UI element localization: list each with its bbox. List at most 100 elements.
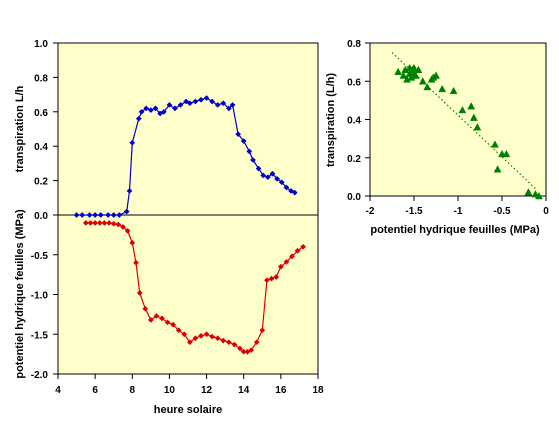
x-axis-label-right: potentiel hydrique feuilles (MPa) <box>370 224 540 236</box>
potentiel-point <box>283 258 290 265</box>
left-bottom-plot-area <box>58 215 318 374</box>
transpiration-point <box>291 189 298 196</box>
potentiel-point <box>124 227 131 234</box>
potentiel-point <box>220 337 227 344</box>
potentiel-point <box>106 219 113 226</box>
x-tick-label: 14 <box>238 385 250 396</box>
scatter-point <box>410 63 418 72</box>
potentiel-point <box>136 289 143 296</box>
x-tick-label: 16 <box>275 385 287 396</box>
transpiration-point <box>214 101 221 108</box>
transpiration-point <box>160 108 167 115</box>
transpiration-point <box>129 139 136 146</box>
potentiel-point <box>181 331 188 338</box>
y-tick-label-bottom: -0.5 <box>31 251 49 262</box>
scatter-point <box>493 165 502 173</box>
x-tick-label: 6 <box>92 385 98 396</box>
right-x-tick-label: -1.5 <box>405 206 423 217</box>
transpiration-point <box>143 105 150 112</box>
scatter-point <box>469 113 478 121</box>
series-scatter <box>391 52 543 200</box>
right-x-tick-label: 0 <box>543 206 549 217</box>
y-tick-label-top: 0.2 <box>34 177 48 188</box>
transpiration-point <box>177 101 184 108</box>
transpiration-point <box>240 138 247 144</box>
potentiel-point <box>263 277 270 284</box>
potentiel-point <box>115 221 122 228</box>
potentiel-point <box>203 331 210 338</box>
y-axis-label-top: transpiration L/h <box>14 85 26 172</box>
x-tick-label: 10 <box>164 385 176 396</box>
right-y-tick-label: 0.2 <box>347 154 361 165</box>
potentiel-point <box>142 305 149 312</box>
potentiel-point <box>198 332 204 339</box>
transpiration-point <box>186 100 193 107</box>
x-tick-label: 12 <box>201 385 213 396</box>
potentiel-point <box>153 313 160 319</box>
scatter-point <box>467 102 476 110</box>
transpiration-point <box>147 107 154 114</box>
transpiration-point <box>225 105 232 112</box>
scatter-point <box>449 86 458 95</box>
x-tick-label: 18 <box>312 385 324 396</box>
transpiration-point <box>110 212 117 218</box>
potentiel-point <box>159 315 165 322</box>
transpiration-point <box>229 101 236 108</box>
scatter-point <box>394 67 403 75</box>
potentiel-point <box>186 339 193 346</box>
transpiration-point <box>235 131 242 138</box>
scatter-point <box>491 140 499 148</box>
transpiration-point <box>278 179 285 186</box>
transpiration-point <box>105 212 112 218</box>
right-x-tick-label: -0.5 <box>493 206 511 217</box>
potentiel-point <box>129 239 136 246</box>
right-y-tick-label: 0.4 <box>347 116 361 127</box>
potentiel-point <box>209 333 216 340</box>
transpiration-point <box>86 212 93 218</box>
right-y-tick-label: 0.6 <box>347 77 361 88</box>
y-tick-label-top: 0.0 <box>34 211 48 222</box>
transpiration-point <box>97 212 104 218</box>
transpiration-point <box>264 174 271 181</box>
x-axis-label-left: heure solaire <box>154 404 222 416</box>
series-potentiel-hydrique <box>82 219 307 355</box>
scatter-point <box>418 77 427 85</box>
potentiel-point <box>253 339 260 346</box>
left-top-axes: 0.0 0.2 0.4 0.6 0.8 1.0 <box>34 39 58 222</box>
x-tick-label: 8 <box>130 385 136 396</box>
transpiration-point <box>79 212 86 218</box>
potentiel-point <box>133 259 139 266</box>
transpiration-point <box>152 105 159 112</box>
y-tick-label-bottom: -2.0 <box>31 370 49 381</box>
transpiration-point <box>260 172 267 179</box>
transpiration-point <box>138 108 145 115</box>
transpiration-point <box>250 157 256 163</box>
scatter-point <box>414 65 423 74</box>
potentiel-point <box>96 219 103 226</box>
potentiel-point <box>237 345 243 352</box>
transpiration-point <box>209 98 216 105</box>
potentiel-point <box>225 339 232 346</box>
scatter-point <box>524 188 533 196</box>
potentiel-point <box>147 316 154 323</box>
transpiration-point <box>116 212 123 218</box>
scatter-point <box>473 123 482 131</box>
series-transpiration <box>73 95 298 218</box>
right-y-tick-label: 0.0 <box>347 192 361 203</box>
potentiel-point <box>277 263 284 270</box>
potentiel-point <box>170 321 177 328</box>
x-tick-label: 4 <box>55 385 61 396</box>
transpiration-point <box>135 115 142 122</box>
scatter-point <box>432 71 440 79</box>
transpiration-point <box>274 175 281 182</box>
scatter-point <box>535 191 543 200</box>
potentiel-point <box>87 219 94 226</box>
right-x-tick-label: -2 <box>366 206 375 217</box>
left-bottom-axes: -2.0 -1.5 -1.0 -0.5 <box>31 214 58 381</box>
y-tick-label-top: 0.4 <box>34 142 48 153</box>
y-axis-label-bottom: potentiel hydrique feuilles (MPa) <box>14 209 26 379</box>
y-tick-label-bottom: -1.5 <box>31 330 49 341</box>
transpiration-point <box>172 105 178 112</box>
transpiration-point <box>166 101 173 108</box>
